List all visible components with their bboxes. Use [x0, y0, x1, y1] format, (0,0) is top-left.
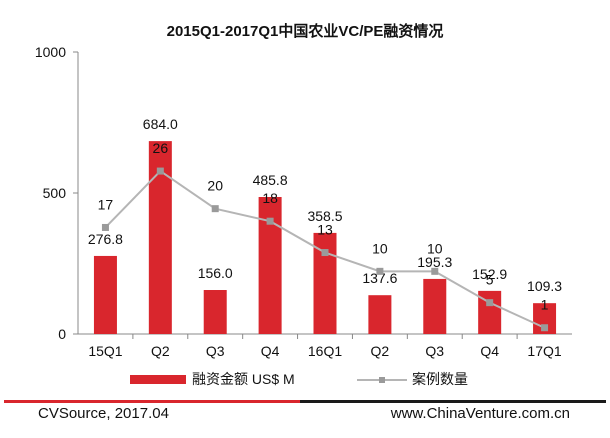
bar-value-label: 276.8 [88, 231, 123, 247]
x-tick-label: 15Q1 [88, 343, 122, 359]
bar [478, 290, 502, 334]
line-point [486, 299, 494, 307]
chart-title: 2015Q1-2017Q1中国农业VC/PE融资情况 [167, 22, 444, 40]
x-tick-label: Q3 [425, 343, 444, 359]
bar-value-label: 485.8 [253, 172, 288, 188]
line-value-label: 10 [427, 240, 443, 256]
bar [148, 141, 172, 334]
line-point [156, 167, 164, 175]
line-point [211, 205, 219, 213]
footer-divider-black [300, 400, 606, 403]
bar [533, 303, 557, 334]
y-tick-label: 0 [58, 326, 66, 342]
bar-value-label: 358.5 [307, 208, 342, 224]
bar [423, 278, 447, 334]
line-point [321, 249, 329, 257]
line-value-label: 10 [372, 240, 388, 256]
bar [313, 232, 337, 334]
legend-swatch-amount [130, 375, 186, 384]
bar-value-label: 684.0 [143, 116, 178, 132]
line-point [541, 324, 549, 332]
line-value-label: 18 [262, 190, 278, 206]
x-tick-label: 17Q1 [527, 343, 561, 359]
line-value-label: 5 [486, 272, 494, 288]
bar [203, 290, 227, 334]
x-tick-label: Q4 [261, 343, 280, 359]
line-value-label: 26 [153, 140, 169, 156]
bar-value-label: 195.3 [417, 254, 452, 270]
x-tick-label: Q3 [206, 343, 225, 359]
legend-marker-count [379, 377, 385, 383]
legend: 融资金额 US$ M 案例数量 [130, 371, 468, 387]
bar [258, 197, 282, 334]
x-tick-label: 16Q1 [308, 343, 342, 359]
x-tick-label: Q2 [371, 343, 390, 359]
footer-divider-red [4, 400, 300, 403]
line-point [101, 223, 109, 231]
bar-value-label: 156.0 [198, 265, 233, 281]
line-value-label: 20 [207, 178, 223, 194]
line-point [266, 217, 274, 225]
legend-label-amount: 融资金额 US$ M [192, 371, 295, 387]
line-point [376, 267, 384, 275]
line-point [431, 267, 439, 275]
y-tick-label: 500 [43, 185, 67, 201]
x-tick-label: Q4 [480, 343, 499, 359]
bar [93, 255, 117, 334]
bar-value-label: 109.3 [527, 278, 562, 294]
line-value-label: 1 [541, 297, 549, 313]
line-value-label: 17 [98, 196, 114, 212]
footer-source: CVSource, 2017.04 [38, 405, 169, 422]
y-tick-label: 1000 [35, 44, 66, 60]
bar-value-label: 137.6 [362, 270, 397, 286]
bar-value-label: 152.9 [472, 266, 507, 282]
bar [368, 295, 392, 334]
legend-label-count: 案例数量 [412, 371, 468, 387]
chart: 2015Q1-2017Q1中国农业VC/PE融资情况 0 500 1000 15Q1… [35, 22, 572, 387]
x-tick-label: Q2 [151, 343, 170, 359]
line-value-label: 13 [317, 222, 333, 238]
footer-website[interactable]: www.ChinaVenture.com.cn [390, 405, 570, 422]
